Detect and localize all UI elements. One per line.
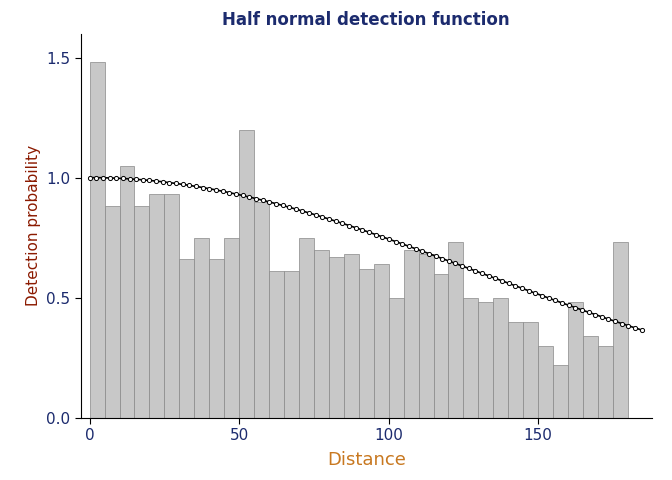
Bar xyxy=(388,298,404,418)
Bar xyxy=(179,259,194,418)
Bar xyxy=(239,130,254,418)
Bar xyxy=(105,206,120,418)
X-axis label: Distance: Distance xyxy=(327,451,406,469)
Bar xyxy=(568,302,583,418)
Bar xyxy=(149,194,165,418)
Bar xyxy=(120,166,134,418)
Bar xyxy=(523,322,538,418)
Bar xyxy=(224,238,239,418)
Bar xyxy=(433,274,448,418)
Bar xyxy=(284,271,299,418)
Bar xyxy=(448,242,464,418)
Bar xyxy=(404,250,419,418)
Bar xyxy=(583,336,598,418)
Bar xyxy=(598,346,613,418)
Bar xyxy=(374,264,388,418)
Bar xyxy=(419,254,433,418)
Bar xyxy=(508,322,523,418)
Title: Half normal detection function: Half normal detection function xyxy=(222,11,510,29)
Bar xyxy=(209,259,224,418)
Bar xyxy=(314,250,329,418)
Y-axis label: Detection probability: Detection probability xyxy=(26,145,40,306)
Bar xyxy=(269,271,284,418)
Bar xyxy=(134,206,149,418)
Bar xyxy=(464,298,478,418)
Bar xyxy=(89,62,105,418)
Bar xyxy=(254,202,269,418)
Bar xyxy=(613,242,628,418)
Bar xyxy=(493,298,508,418)
Bar xyxy=(553,365,568,418)
Bar xyxy=(359,269,374,418)
Bar xyxy=(538,346,553,418)
Bar xyxy=(194,238,209,418)
Bar xyxy=(478,302,493,418)
Bar xyxy=(344,254,359,418)
Bar xyxy=(299,238,314,418)
Bar xyxy=(329,257,344,418)
Bar xyxy=(165,194,179,418)
